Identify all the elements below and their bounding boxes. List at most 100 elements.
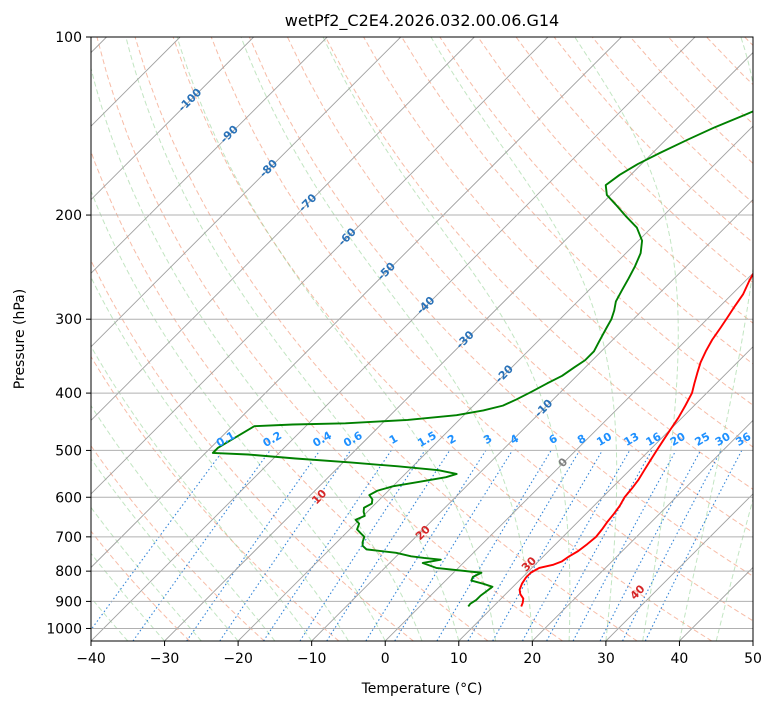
moist-adiabat-line [91,276,349,641]
dry-adiabat-line [248,37,753,577]
dry-adiabat-line [210,37,753,622]
isotherm-line [91,37,475,421]
isotherm-label: -40 [414,294,437,317]
x-tick-label: −30 [150,651,180,667]
moist-adiabat-line [574,37,679,641]
mixing-ratio-line [599,450,702,641]
moist-adiabat-line [176,37,497,641]
isotherm-label: -100 [176,85,205,114]
moist-adiabat-line [91,345,313,641]
isotherm-label: -80 [257,157,280,180]
mixing-ratio-line [91,450,224,631]
y-tick-label: 500 [55,443,82,459]
mixing-ratio-line [521,450,631,641]
dry-adiabat-line [706,37,753,86]
grid-lines [91,37,753,641]
isotherm-label: -20 [493,362,516,385]
x-tick-label: 40 [671,651,689,667]
moist-adiabat-line [91,404,276,641]
mixing-ratio-line [394,450,513,641]
moist-adiabat-line [430,37,618,641]
dry-adiabat-line [91,150,489,641]
dry-adiabat-line [477,37,753,324]
dry-adiabat-line [325,37,753,490]
moist-adiabat-line [715,497,753,641]
y-tick-label: 200 [55,208,82,224]
plot-frame [90,36,754,642]
mixing-ratio-line [467,450,581,641]
isotherm-line [164,51,753,641]
isotherm-line [91,37,622,569]
isotherm-line [458,346,753,641]
isotherm-line [384,272,753,641]
moist-adiabat-line [91,66,423,641]
isotherm-line [91,37,402,348]
isotherm-line [91,37,254,201]
mixing-ratio-label: 6 [547,432,560,447]
isotherm-line [91,37,696,641]
mixing-ratio-label: 1 [387,432,400,447]
mixing-ratio-line [219,450,352,641]
mixing-ratio-label: 1.5 [415,429,438,450]
isotherm-label: -70 [296,191,319,214]
mixing-ratio-label: 0.2 [261,429,284,450]
dry-adiabat-label: 40 [628,582,648,602]
isotherm-line [91,37,549,495]
isotherm-line [532,419,753,641]
dry-adiabat-line [91,530,191,641]
axis-ticks: −40 −30 −20 −10 0 10 20 30 40 5010020030040050060… [46,30,762,667]
y-tick-label: 600 [55,490,82,506]
dewpoint-profile-line [211,110,753,608]
moist-adiabat-line [240,37,533,641]
mixing-ratio-line [546,450,653,641]
x-tick-label: 50 [744,651,762,667]
isotherm-line [752,640,753,641]
mixing-ratio-label: 20 [668,430,688,449]
profile-lines [211,110,753,608]
x-tick-label: 0 [381,651,390,667]
mixing-ratio-line [622,450,722,641]
y-tick-label: 800 [55,564,82,580]
mixing-ratio-label: 0.6 [341,429,365,450]
moist-adiabat-line [322,37,571,641]
dry-adiabat-line [591,37,753,204]
isotherm-line [679,566,753,641]
dry-adiabat-line [91,355,340,641]
dry-adiabat-line [172,37,713,641]
y-tick-label: 400 [55,386,82,402]
mixing-ratio-line [572,450,677,641]
dry-adiabat-label: 20 [413,523,433,543]
y-tick-label: 100 [55,30,82,46]
x-tick-label: 10 [450,651,468,667]
mixing-ratio-line [263,450,392,641]
dry-adiabat-line [134,37,638,641]
mixing-ratio-line [644,450,743,641]
isotherm-label: -30 [453,328,476,351]
dry-adiabat-line [515,37,753,284]
dry-adiabat-line [91,259,414,641]
moist-adiabat-line [91,189,386,641]
temperature-profile-line [518,272,753,607]
isotherm-line [311,199,753,641]
y-tick-label: 1000 [46,621,82,637]
background-lines [91,37,753,641]
y-axis-label: Pressure (hPa) [12,289,28,389]
isotherm-line [91,37,328,274]
isotherm-label: -50 [375,259,398,282]
dry-adiabat-line [744,37,753,47]
y-tick-label: 900 [55,594,82,610]
moist-adiabat-line [678,37,753,641]
y-tick-label: 700 [55,530,82,546]
mixing-ratio-line [299,450,426,641]
mixing-ratio-label: 30 [713,430,733,449]
isotherm-line [605,493,753,641]
mixing-ratio-label: 25 [692,430,712,449]
mixing-ratio-label: 2 [445,432,458,447]
x-tick-label: −20 [223,651,253,667]
isotherm-line [237,125,753,641]
dry-adiabat-line [96,37,563,641]
moist-adiabat-line [91,506,202,641]
dry-adiabat-line [91,444,265,641]
mixing-ratio-label: 13 [622,430,642,449]
